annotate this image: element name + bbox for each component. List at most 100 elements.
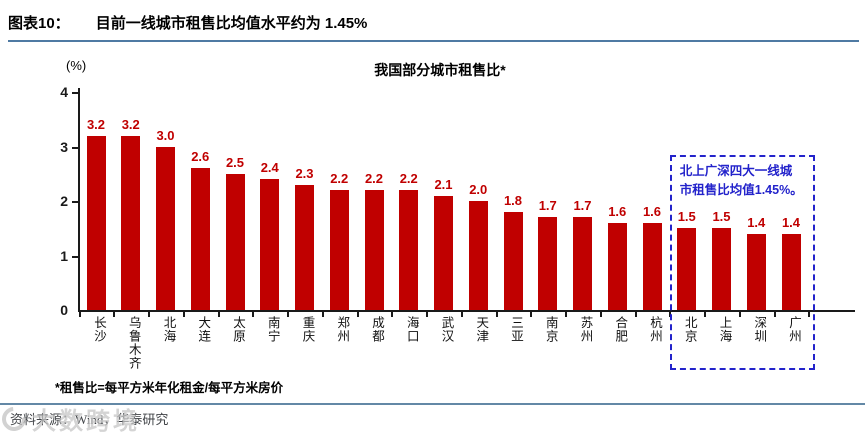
y-axis-tick xyxy=(72,92,78,94)
x-axis-tick xyxy=(426,312,429,317)
bar-value-label: 2.1 xyxy=(434,176,453,192)
x-axis-label: 深圳 xyxy=(752,316,767,343)
footer-divider xyxy=(0,403,865,405)
bar-value-label: 1.7 xyxy=(573,198,592,214)
y-axis-tick xyxy=(72,146,78,149)
bar-value-label: 1.7 xyxy=(538,198,557,214)
bar-value-label: 3.0 xyxy=(156,127,175,143)
x-axis-label: 海口 xyxy=(404,316,419,343)
x-axis-tick xyxy=(391,312,394,317)
x-axis-label: 长沙 xyxy=(92,316,106,343)
x-axis-label: 成都 xyxy=(370,316,384,343)
bar xyxy=(607,222,627,310)
x-axis-tick xyxy=(530,312,533,317)
bar xyxy=(399,190,419,310)
bar-value-label: 2.0 xyxy=(469,182,488,197)
bar xyxy=(468,201,488,310)
y-axis-tick xyxy=(72,201,78,203)
x-axis-tick xyxy=(738,312,741,317)
x-axis-label: 太原 xyxy=(231,316,245,343)
y-tick-label: 2 xyxy=(60,193,68,209)
bar xyxy=(225,173,245,310)
x-axis-tick xyxy=(78,312,81,317)
x-axis-label: 重庆 xyxy=(300,316,315,343)
bar xyxy=(86,135,106,310)
x-axis-label: 北海 xyxy=(161,316,176,343)
bar xyxy=(121,135,141,310)
x-axis-label: 苏州 xyxy=(578,316,593,343)
x-axis-tick xyxy=(495,312,498,317)
footnote: *租售比=每平方米年化租金/每平方米房价 xyxy=(55,381,284,395)
figure-number-label: 图表10： xyxy=(8,15,70,32)
x-axis-label: 杭州 xyxy=(648,316,662,343)
bar xyxy=(156,146,175,310)
bar xyxy=(295,184,314,310)
bar xyxy=(538,217,558,310)
bar-value-label: 2.2 xyxy=(364,171,384,187)
source-text: 资料来源：Wind，华泰研究 xyxy=(10,412,169,427)
x-axis-tick xyxy=(287,312,290,317)
x-axis-tick xyxy=(252,312,255,317)
y-tick-label: 0 xyxy=(60,302,68,318)
x-axis-label: 广州 xyxy=(787,316,801,343)
chart-title: 我国部分城市租售比* xyxy=(374,62,506,78)
bar xyxy=(260,179,280,310)
bar xyxy=(712,228,731,310)
x-axis-label: 南京 xyxy=(543,316,558,343)
x-axis-tick xyxy=(599,312,602,317)
bar xyxy=(677,228,697,310)
x-axis-label: 北京 xyxy=(682,316,697,343)
bar xyxy=(364,190,384,310)
x-axis-label: 武汉 xyxy=(439,316,454,343)
x-axis-tick xyxy=(704,312,707,317)
x-axis-tick xyxy=(182,312,185,317)
x-axis-line xyxy=(78,310,855,312)
x-axis-tick xyxy=(773,312,776,317)
highlight-box xyxy=(669,155,815,370)
y-axis-line xyxy=(78,88,80,312)
x-axis-tick xyxy=(634,312,637,317)
bar xyxy=(781,233,801,310)
x-axis-label: 三亚 xyxy=(509,316,523,343)
bar-value-label: 1.4 xyxy=(781,214,801,230)
bar-value-label: 2.5 xyxy=(225,154,245,170)
x-axis-label: 大连 xyxy=(196,316,211,343)
bar-value-label: 2.4 xyxy=(260,160,279,176)
x-axis-tick xyxy=(356,312,359,317)
figure-header: 图表10： 目前一线城市租售比均值水平约为 1.45% xyxy=(8,12,367,33)
x-axis-tick xyxy=(565,312,568,317)
x-axis-label: 天津 xyxy=(474,316,489,343)
y-axis-tick xyxy=(72,255,78,258)
y-axis-unit-label: (%) xyxy=(66,58,87,73)
bar-value-label: 2.3 xyxy=(295,165,314,181)
bar-value-label: 1.5 xyxy=(677,209,696,225)
bar-value-label: 2.6 xyxy=(191,149,210,165)
bar-value-label: 3.2 xyxy=(86,116,106,132)
bar-value-label: 1.6 xyxy=(608,203,627,219)
x-axis-tick xyxy=(113,312,116,317)
bar xyxy=(642,222,662,310)
y-tick-label: 3 xyxy=(60,138,68,155)
highlight-annotation: 北上广深四大一线城市租售比均值1.45%。 xyxy=(679,164,803,197)
bar xyxy=(329,190,349,310)
y-tick-label: 4 xyxy=(60,84,68,100)
bar xyxy=(503,211,523,310)
x-axis-tick xyxy=(148,312,151,317)
bar xyxy=(746,233,766,310)
bar-value-label: 1.6 xyxy=(642,203,662,219)
x-axis-tick xyxy=(460,312,463,317)
x-axis-label: 上海 xyxy=(717,316,732,343)
x-axis-tick xyxy=(321,312,324,317)
bar xyxy=(573,217,592,310)
bar-value-label: 1.4 xyxy=(747,214,766,230)
header-divider xyxy=(8,40,859,42)
bar xyxy=(434,195,453,310)
x-axis-label: 南宁 xyxy=(265,316,280,343)
x-axis-label: 乌鲁木齐 xyxy=(126,316,141,370)
bar-value-label: 1.8 xyxy=(503,192,523,208)
bar xyxy=(190,168,210,310)
x-axis-label: 合肥 xyxy=(613,316,628,343)
bar-value-label: 1.5 xyxy=(712,209,731,225)
x-axis-tick xyxy=(808,312,811,317)
